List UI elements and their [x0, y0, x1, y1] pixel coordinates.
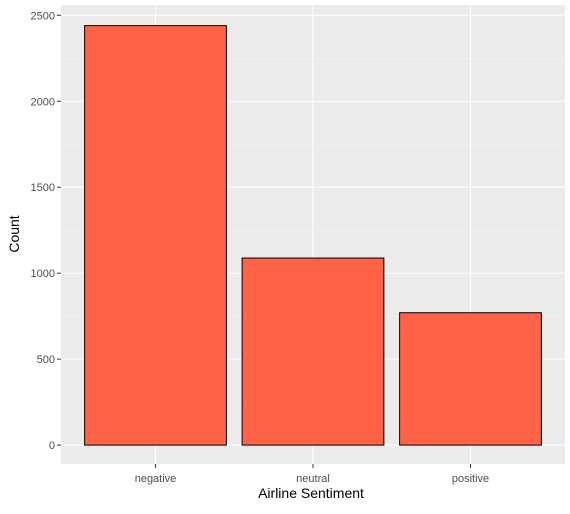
x-tick-label: neutral — [296, 473, 330, 485]
x-tick-label: positive — [452, 473, 489, 485]
x-axis-ticks: negative neutral positive — [135, 464, 489, 485]
x-axis-title: Airline Sentiment — [258, 485, 364, 501]
y-axis-ticks: 0 500 1000 1500 2000 2500 — [31, 10, 61, 452]
x-tick-label: negative — [135, 473, 177, 485]
y-tick-label: 0 — [49, 440, 55, 452]
y-tick-label: 1500 — [31, 182, 55, 194]
bar-negative — [84, 25, 227, 446]
bar-positive — [399, 312, 542, 446]
y-tick-label: 2500 — [31, 10, 55, 22]
y-axis-title: Count — [6, 215, 22, 252]
y-tick-label: 2000 — [31, 96, 55, 108]
y-tick-label: 1000 — [31, 268, 55, 280]
bar-neutral — [241, 257, 385, 446]
y-tick-label: 500 — [37, 354, 55, 366]
bars — [84, 25, 542, 446]
